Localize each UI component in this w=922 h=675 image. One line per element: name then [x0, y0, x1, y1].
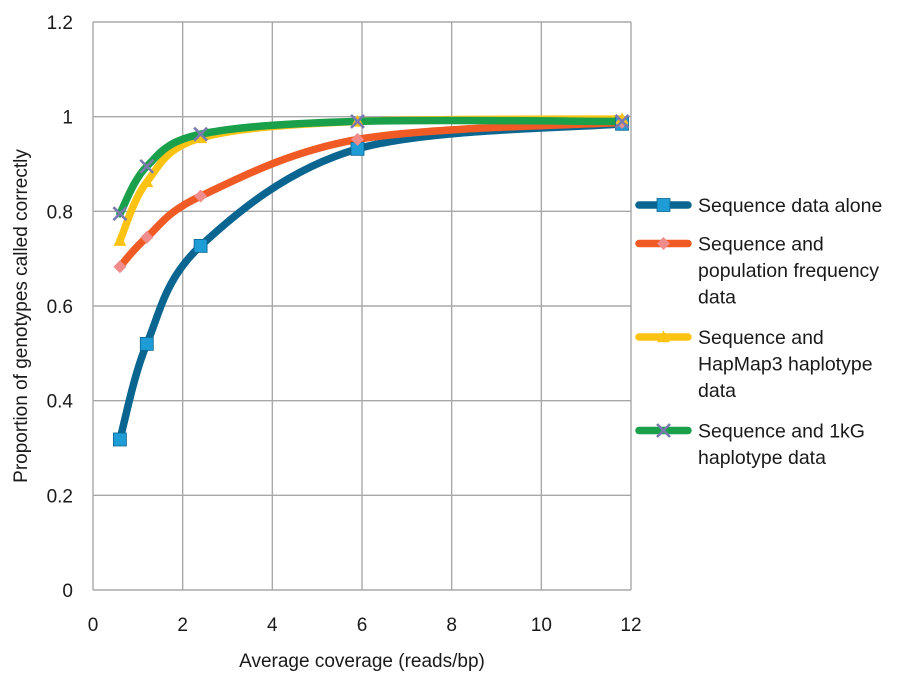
y-tick-label: 0 — [62, 581, 73, 602]
x-tick-label: 2 — [177, 615, 188, 636]
legend-label: Sequence and 1kG — [698, 421, 865, 443]
data-point-series-4 — [112, 206, 128, 222]
tick-labels: 0 2 4 6 8 10 12 0 0.2 0.4 0.6 0.8 1 1.2 — [47, 13, 642, 636]
legend-label: haplotype data — [698, 447, 826, 469]
legend-label: Sequence and — [698, 327, 824, 349]
data-point-series-2 — [351, 132, 365, 146]
data-point-series-4 — [350, 113, 365, 129]
data-point-series-2 — [140, 230, 154, 244]
series-line-1 — [116, 120, 626, 444]
x-tick-label: 6 — [357, 615, 368, 636]
series-layer — [116, 115, 626, 444]
data-point-series-1 — [113, 432, 127, 447]
data-point-series-4 — [139, 158, 155, 174]
x-tick-label: 8 — [446, 615, 457, 636]
x-tick-label: 4 — [267, 615, 278, 636]
legend-label: data — [698, 380, 736, 402]
legend-item-2: Sequence and population frequency data — [635, 234, 879, 309]
x-tick-label: 0 — [88, 615, 99, 636]
legend-label: Sequence and — [698, 234, 824, 256]
data-point-series-3 — [615, 112, 629, 125]
legend-label: data — [698, 287, 736, 309]
legend-label: HapMap3 haplotype — [698, 354, 873, 376]
legend-swatch-marker — [657, 330, 670, 343]
legend-swatch-marker — [656, 423, 671, 438]
data-point-series-1 — [139, 336, 154, 351]
data-point-series-4 — [193, 126, 209, 142]
y-tick-label: 1.2 — [47, 13, 73, 34]
legend-label: Sequence data alone — [698, 195, 882, 217]
data-point-series-1 — [193, 238, 208, 253]
y-tick-label: 1 — [62, 108, 73, 129]
x-tick-label: 12 — [620, 615, 641, 636]
y-tick-label: 0.8 — [47, 202, 73, 223]
legend-item-4: Sequence and 1kG haplotype data — [635, 421, 865, 469]
data-point-series-4 — [614, 113, 630, 129]
data-point-series-3 — [194, 131, 208, 144]
legend: Sequence data alone Sequence and populatio… — [635, 195, 882, 469]
y-tick-label: 0.2 — [47, 486, 73, 507]
marker-layer — [112, 112, 630, 447]
grid — [92, 21, 632, 591]
data-point-series-3 — [113, 234, 127, 246]
data-point-series-3 — [140, 175, 154, 188]
legend-item-3: Sequence and HapMap3 haplotype data — [635, 327, 873, 402]
data-point-series-2 — [113, 260, 127, 274]
legend-label: population frequency — [698, 260, 879, 282]
y-tick-label: 0.6 — [47, 297, 73, 318]
legend-item-1: Sequence data alone — [635, 195, 882, 217]
legend-swatch-marker — [657, 237, 670, 250]
y-tick-label: 0.4 — [47, 392, 74, 413]
y-axis-label: Proportion of genotypes called correctly — [11, 149, 32, 483]
legend-swatch-marker — [656, 198, 671, 212]
x-axis-label: Average coverage (reads/bp) — [239, 651, 485, 672]
x-tick-label: 10 — [531, 615, 552, 636]
data-point-series-2 — [194, 189, 208, 203]
